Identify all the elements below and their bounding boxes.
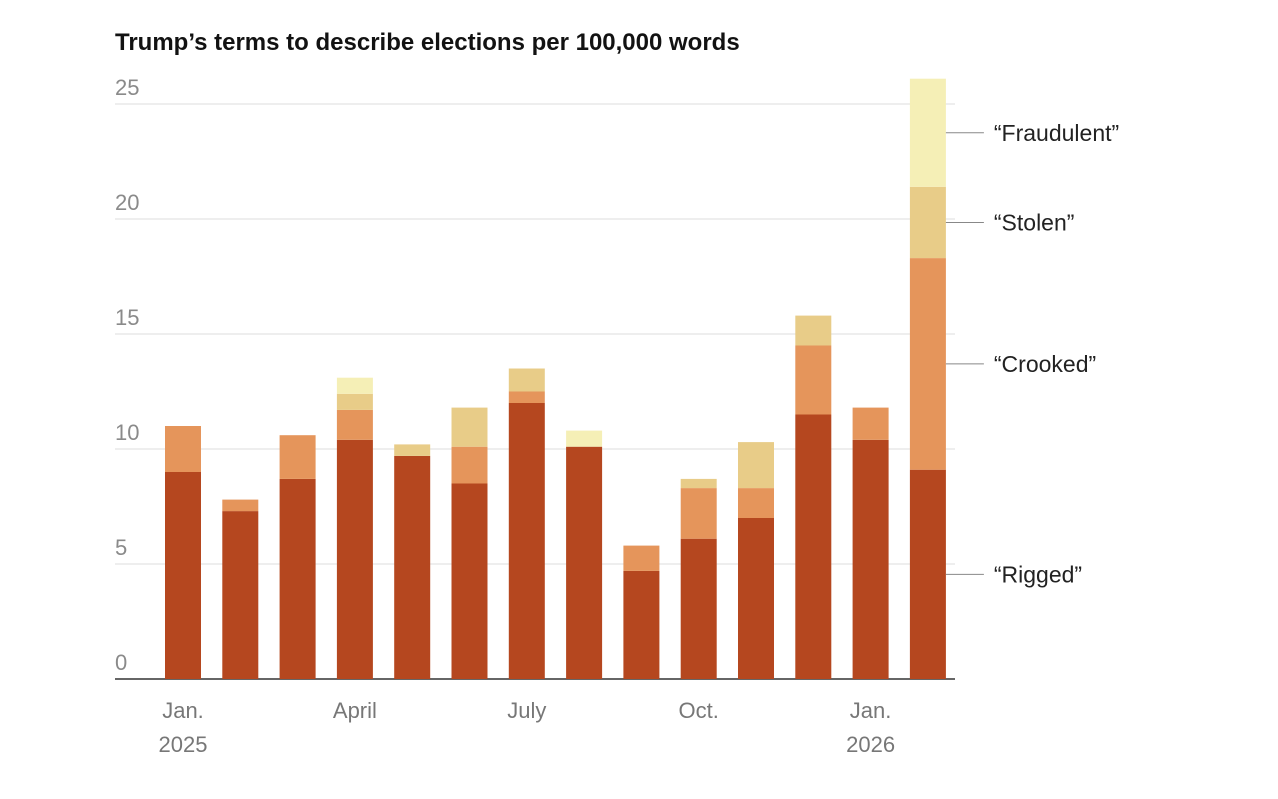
legend-label: “Fraudulent” [994, 120, 1119, 146]
y-tick-label: 5 [115, 535, 127, 560]
bar-segment [451, 483, 488, 679]
bar-segment [336, 377, 373, 394]
x-tick-label: July [507, 698, 546, 723]
bar-segment [738, 442, 774, 489]
bar-segment [279, 478, 316, 679]
bar-segment [279, 435, 316, 479]
bar-segment [508, 403, 545, 679]
bar-segment [508, 368, 545, 392]
y-tick-label: 15 [115, 305, 139, 330]
legend-label: “Stolen” [994, 210, 1075, 236]
bar-segment [852, 439, 889, 679]
bar-segment [508, 391, 545, 403]
bar-segment [795, 315, 832, 346]
y-tick-label: 10 [115, 420, 139, 445]
bar-segment [451, 446, 488, 484]
bar-segment [566, 430, 603, 447]
chart-title: Trump’s terms to describe elections per … [115, 29, 740, 56]
bar-segment [336, 409, 373, 440]
bar-segment [222, 499, 259, 512]
bar-segment [566, 446, 603, 679]
bar-segment [909, 258, 946, 470]
x-tick-label: April [333, 698, 377, 723]
bar-segment [738, 518, 774, 679]
bar-segment [680, 478, 717, 489]
bar-segment [394, 455, 431, 679]
x-tick-label: Jan. 2026 [846, 698, 895, 757]
bar-segment [909, 78, 946, 187]
bar-segment [451, 407, 488, 447]
bar-segment [680, 538, 717, 679]
bar-segment [909, 186, 946, 259]
y-tick-label: 25 [115, 75, 139, 100]
bar-segment [795, 414, 832, 679]
bar-segment [165, 426, 201, 472]
bar-segment [165, 472, 201, 679]
bar-segment [394, 444, 431, 456]
bar-segment [336, 439, 373, 679]
x-tick-label: Oct. [679, 698, 719, 723]
bar-segment [852, 407, 889, 440]
bar-segment [795, 345, 832, 415]
bar-segment [680, 488, 717, 539]
bar-segment [222, 511, 259, 679]
bar-segment [909, 469, 946, 679]
legend-label: “Rigged” [994, 561, 1082, 587]
legend-label: “Crooked” [994, 351, 1096, 377]
x-tick-label: Jan. 2025 [159, 698, 208, 757]
bar-segment [738, 488, 774, 518]
bar-segment [623, 545, 660, 571]
bar-segment [623, 570, 660, 679]
y-tick-label: 0 [115, 650, 127, 675]
bar-segment [336, 393, 373, 410]
y-tick-label: 20 [115, 190, 139, 215]
